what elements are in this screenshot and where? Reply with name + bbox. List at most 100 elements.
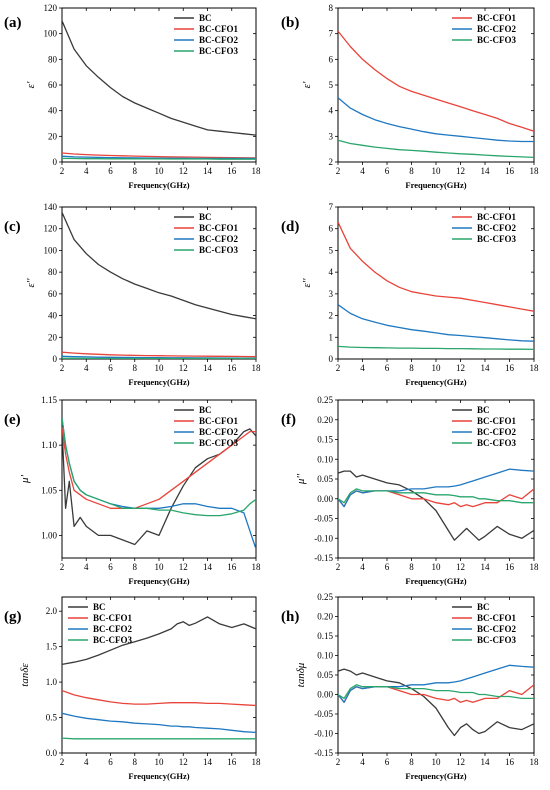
y-tick-label: -0.10 <box>314 533 333 543</box>
legend-label-bc-cfo1: BC-CFO1 <box>477 212 516 222</box>
y-tick-label: 4 <box>329 106 334 116</box>
x-axis-label: Frequency(GHz) <box>405 771 466 781</box>
x-tick-label: 16 <box>505 757 515 767</box>
legend-label-bc-cfo2: BC-CFO2 <box>199 35 238 45</box>
x-tick-label: 6 <box>385 363 390 373</box>
legend-label-bc-cfo3: BC-CFO3 <box>199 46 238 56</box>
x-tick-label: 18 <box>252 363 262 373</box>
x-tick-label: 2 <box>336 562 341 572</box>
x-tick-label: 10 <box>155 363 165 373</box>
panel-e: (e) 2 4 6 8 10 12 14 16 18 1.00 1.05 1.10 1.15 Frequen… <box>4 395 261 586</box>
x-tick-label: 14 <box>203 363 213 373</box>
x-axis-label: Frequency(GHz) <box>128 180 189 190</box>
x-tick-label: 18 <box>530 363 540 373</box>
x-tick-label: 8 <box>409 363 414 373</box>
x-tick-label: 18 <box>530 166 540 176</box>
panel-f: (f) 2 4 6 8 10 12 14 16 18 -0.15 -0.10 -0.05 0.00 0.05… <box>281 395 539 586</box>
y-tick-label: 60 <box>48 80 58 90</box>
series-line-bc-cfo1 <box>62 351 256 358</box>
x-tick-label: 12 <box>179 562 188 572</box>
y-tick-label: 1.5 <box>46 642 58 652</box>
y-tick-label: 7 <box>329 29 334 39</box>
x-tick-label: 10 <box>155 757 165 767</box>
x-tick-label: 12 <box>179 363 188 373</box>
x-tick-label: 6 <box>385 166 390 176</box>
x-tick-label: 12 <box>179 166 188 176</box>
x-tick-label: 18 <box>530 562 540 572</box>
x-tick-label: 12 <box>456 363 465 373</box>
y-tick-label: 3 <box>329 289 334 299</box>
y-axis-label: tanδμ <box>295 662 307 687</box>
y-axis-label: μ'' <box>295 473 307 485</box>
y-tick-label: 0.15 <box>317 435 333 445</box>
y-tick-label: 120 <box>44 224 58 234</box>
x-tick-label: 12 <box>179 757 188 767</box>
legend-label-bc-cfo1: BC-CFO1 <box>477 613 516 623</box>
y-tick-label: 3 <box>329 131 334 141</box>
x-tick-label: 14 <box>203 562 213 572</box>
y-tick-label: 8 <box>329 3 334 13</box>
y-tick-label: 6 <box>329 224 334 234</box>
x-tick-label: 10 <box>155 562 165 572</box>
series-line-bc-cfo2 <box>338 304 534 342</box>
series-line-bc-cfo3 <box>338 139 534 159</box>
legend-label-bc-cfo3: BC-CFO3 <box>199 245 238 255</box>
x-tick-label: 8 <box>409 757 414 767</box>
legend-label-bc-cfo2: BC-CFO2 <box>93 624 132 634</box>
x-tick-label: 16 <box>505 363 515 373</box>
y-tick-label: 0.05 <box>317 474 333 484</box>
y-tick-label: -0.15 <box>314 748 333 758</box>
series-line-bc-cfo2 <box>338 468 534 508</box>
x-tick-label: 12 <box>456 166 465 176</box>
x-axis-label: Frequency(GHz) <box>128 576 189 586</box>
legend-label-bc-cfo3: BC-CFO3 <box>199 438 238 448</box>
series-line-bc-cfo3 <box>338 345 534 351</box>
y-tick-label: 40 <box>48 311 58 321</box>
y-tick-label: 100 <box>44 29 58 39</box>
x-tick-label: 10 <box>432 757 442 767</box>
x-tick-label: 14 <box>203 757 213 767</box>
legend-label-bc-cfo1: BC-CFO1 <box>477 416 516 426</box>
panel-label-g: (g) <box>4 609 22 625</box>
x-tick-label: 2 <box>60 757 65 767</box>
series-line-bc-cfo1 <box>62 152 256 159</box>
x-tick-label: 4 <box>360 363 365 373</box>
panel-d: (d)2 4 6 8 10 12 14 16 1801234567Frequency(GHz)ε… <box>281 202 539 387</box>
y-tick-label: 80 <box>48 267 58 277</box>
series-line-bc-cfo3 <box>62 157 256 160</box>
y-tick-label: 0 <box>53 354 58 364</box>
x-tick-label: 18 <box>252 757 262 767</box>
legend-label-bc-cfo2: BC-CFO2 <box>477 624 516 634</box>
series-line-bc <box>62 616 256 666</box>
y-tick-label: 0.0 <box>46 748 58 758</box>
y-tick-label: 0.00 <box>317 494 333 504</box>
x-axis-label: Frequency(GHz) <box>128 771 189 781</box>
y-tick-label: 20 <box>48 131 58 141</box>
x-tick-label: 6 <box>108 562 113 572</box>
series-line-bc-cfo1 <box>62 427 256 509</box>
series-line-bc-cfo3 <box>62 737 256 740</box>
x-tick-label: 4 <box>84 562 89 572</box>
series-line-bc-cfo2 <box>338 664 534 703</box>
legend-label-bc: BC <box>477 405 490 415</box>
x-tick-label: 8 <box>133 363 138 373</box>
legend-label-bc-cfo1: BC-CFO1 <box>199 24 238 34</box>
x-tick-label: 6 <box>385 562 390 572</box>
y-tick-label: 0 <box>329 354 334 364</box>
x-axis-label: Frequency(GHz) <box>405 377 466 387</box>
y-tick-label: 0.10 <box>317 454 333 464</box>
y-tick-label: 0 <box>53 157 58 167</box>
y-tick-label: 1.0 <box>46 677 58 687</box>
y-tick-label: 2.0 <box>46 606 58 616</box>
x-tick-label: 2 <box>336 757 341 767</box>
x-tick-label: 16 <box>505 562 515 572</box>
legend-label-bc: BC <box>199 212 212 222</box>
y-tick-label: 0.5 <box>46 713 58 723</box>
legend-label-bc: BC <box>199 13 212 23</box>
y-tick-label: 20 <box>48 332 58 342</box>
y-tick-label: -0.15 <box>314 553 333 563</box>
x-axis-label: Frequency(GHz) <box>405 180 466 190</box>
x-tick-label: 14 <box>203 166 213 176</box>
legend-label-bc: BC <box>477 602 490 612</box>
y-tick-label: 40 <box>48 106 58 116</box>
